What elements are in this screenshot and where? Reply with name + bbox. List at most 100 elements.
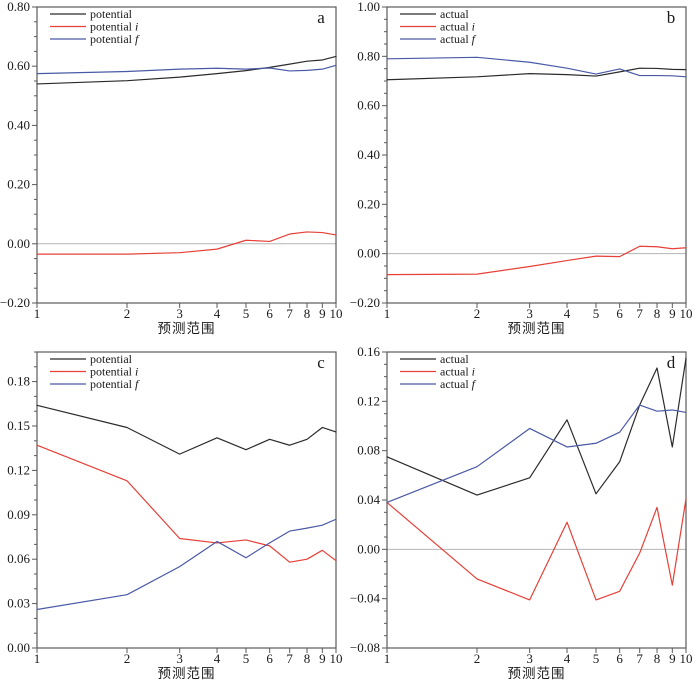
- x-tick-label: 2: [474, 306, 481, 321]
- y-tick-label: 0.00: [357, 541, 380, 556]
- x-axis-ticks: 1 2 3 4 5 6 7 8 9 10: [34, 648, 343, 666]
- x-tick-label: 7: [286, 651, 293, 666]
- plot-border: [36, 6, 337, 304]
- panel-letter: a: [317, 8, 325, 27]
- panel-b: −0.20 0.00 0.20 0.40 0.60 0.80 1.00 1 2 3 4 5 6 7 8 9 10…: [350, 0, 700, 345]
- x-tick-label: 1: [34, 651, 41, 666]
- y-axis-minor-ticks: [34, 21, 37, 289]
- y-axis-major-ticks: 0.00 0.03 0.06 0.09 0.12 0.15 0.18: [7, 374, 37, 655]
- legend-label: potential f: [90, 377, 140, 391]
- legend-label: potential i: [90, 365, 138, 379]
- y-tick-label: 0.06: [7, 551, 30, 566]
- legend-label: potential: [90, 352, 133, 366]
- x-tick-label: 2: [124, 651, 131, 666]
- y-axis-minor-ticks: [384, 18, 387, 292]
- x-tick-label: 3: [526, 306, 533, 321]
- y-tick-label: 0.80: [7, 0, 30, 14]
- y-tick-label: 0.40: [357, 147, 380, 162]
- x-tick-label: 10: [330, 651, 343, 666]
- x-tick-label: 3: [526, 651, 533, 666]
- x-tick-label: 4: [564, 651, 571, 666]
- x-tick-label: 1: [384, 651, 391, 666]
- legend-label: potential i: [90, 20, 138, 34]
- x-axis-ticks: 1 2 3 4 5 6 7 8 9 10: [384, 303, 693, 321]
- series-line-potential-f: [36, 64, 337, 75]
- x-tick-label: 1: [384, 306, 391, 321]
- y-tick-label: 0.40: [7, 117, 30, 132]
- y-tick-label: 0.00: [7, 640, 30, 655]
- x-tick-label: 6: [616, 306, 623, 321]
- panel-c: 0.00 0.03 0.06 0.09 0.12 0.15 0.18 1 2 3 4 5 6 7 8 9 10 预…: [0, 345, 350, 690]
- series-line-actual-f: [386, 404, 687, 504]
- x-tick-label: 3: [176, 651, 183, 666]
- x-axis-ticks: 1 2 3 4 5 6 7 8 9 10: [384, 648, 693, 666]
- y-tick-label: 0.12: [357, 393, 380, 408]
- panel-letter: b: [667, 8, 676, 27]
- plot-border: [386, 351, 687, 649]
- legend-label: actual: [440, 352, 469, 366]
- x-axis-title: 预测范围: [158, 666, 216, 681]
- legend-label: actual i: [440, 365, 475, 379]
- y-tick-label: 0.12: [7, 462, 30, 477]
- legend-label: potential f: [90, 32, 140, 46]
- x-tick-label: 1: [34, 306, 41, 321]
- y-axis-minor-ticks: [384, 363, 387, 637]
- x-axis-title: 预测范围: [508, 666, 566, 681]
- x-tick-label: 5: [243, 651, 250, 666]
- x-tick-label: 8: [654, 306, 661, 321]
- x-tick-label: 3: [176, 306, 183, 321]
- x-tick-label: 6: [266, 651, 273, 666]
- series-line-actual: [386, 67, 687, 81]
- x-tick-label: 7: [286, 306, 293, 321]
- y-tick-label: 0.60: [7, 58, 30, 73]
- series-line-potential-i: [36, 444, 337, 563]
- chart-panel-d: −0.08 −0.04 0.00 0.04 0.08 0.12 0.16 1 2 3 4 5 6 7 8 9 1…: [350, 344, 693, 681]
- series-line-actual-i: [386, 245, 687, 276]
- y-tick-label: 0.00: [7, 236, 30, 251]
- x-tick-label: 9: [319, 651, 326, 666]
- x-tick-label: 7: [636, 651, 643, 666]
- series-line-potential-f: [36, 518, 337, 611]
- legend-label: actual i: [440, 20, 475, 34]
- x-tick-label: 7: [636, 306, 643, 321]
- y-axis-major-ticks: −0.20 0.00 0.20 0.40 0.60 0.80: [0, 0, 37, 310]
- series-line-actual-f: [386, 56, 687, 78]
- x-axis-ticks: 1 2 3 4 5 6 7 8 9 10: [34, 303, 343, 321]
- series-line-potential: [36, 404, 337, 455]
- x-tick-label: 4: [564, 306, 571, 321]
- plot-border: [386, 6, 687, 304]
- x-tick-label: 10: [680, 651, 693, 666]
- x-tick-label: 4: [214, 651, 221, 666]
- chart-panel-c: 0.00 0.03 0.06 0.09 0.12 0.15 0.18 1 2 3 4 5 6 7 8 9 10 预…: [7, 351, 343, 681]
- x-axis-title: 预测范围: [158, 321, 216, 336]
- panel-a: −0.20 0.00 0.20 0.40 0.60 0.80 1 2 3 4 5 6 7 8 9 10 预测范围…: [0, 0, 350, 345]
- x-tick-label: 9: [669, 306, 676, 321]
- x-tick-label: 8: [654, 651, 661, 666]
- y-tick-label: 0.60: [357, 98, 380, 113]
- y-tick-label: 0.09: [7, 507, 30, 522]
- y-axis-major-ticks: −0.08 −0.04 0.00 0.04 0.08 0.12 0.16: [350, 344, 387, 655]
- y-tick-label: 0.03: [7, 596, 30, 611]
- legend-label: actual f: [440, 377, 477, 391]
- x-tick-label: 2: [474, 651, 481, 666]
- y-tick-label: 0.15: [7, 418, 30, 433]
- x-tick-label: 5: [593, 651, 600, 666]
- series-line-actual: [386, 357, 687, 496]
- y-tick-label: −0.20: [350, 295, 380, 310]
- y-axis-major-ticks: −0.20 0.00 0.20 0.40 0.60 0.80 1.00: [350, 0, 387, 310]
- legend-label: actual: [440, 7, 469, 21]
- legend-label: potential: [90, 7, 133, 21]
- y-tick-label: −0.20: [0, 295, 30, 310]
- x-tick-label: 5: [593, 306, 600, 321]
- x-tick-label: 5: [243, 306, 250, 321]
- x-tick-label: 6: [266, 306, 273, 321]
- x-axis-title: 预测范围: [508, 321, 566, 336]
- panel-letter: c: [317, 353, 325, 372]
- y-axis-minor-ticks: [34, 351, 37, 634]
- x-tick-label: 8: [304, 651, 311, 666]
- y-tick-label: 0.20: [357, 196, 380, 211]
